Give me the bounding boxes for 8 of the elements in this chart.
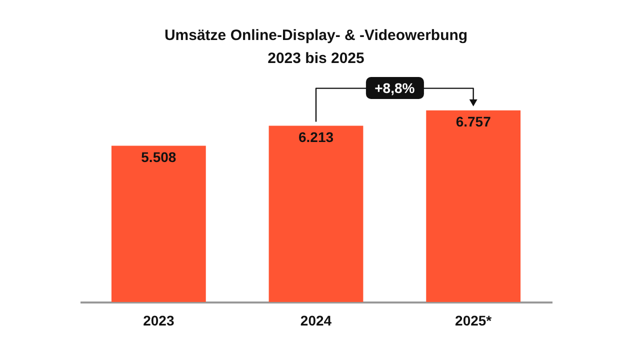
data-label: 6.757 <box>456 113 492 130</box>
x-tick-label: 2023 <box>143 312 174 328</box>
x-tick-label: 2024 <box>300 312 332 328</box>
x-tick-label: 2025* <box>455 312 492 328</box>
data-label: 5.508 <box>141 148 176 165</box>
chart-title: Umsätze Online-Display- & -Videowerbung 2023 bis 2025 <box>164 27 468 67</box>
data-label: 6.213 <box>298 128 334 145</box>
text: +8,8% <box>366 77 424 100</box>
